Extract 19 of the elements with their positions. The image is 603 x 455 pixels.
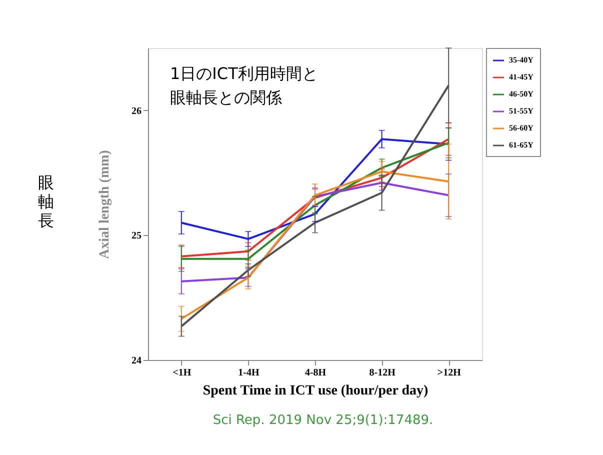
legend-label: 61-65Y [509, 140, 534, 150]
legend-label: 35-40Y [509, 56, 534, 64]
x-tick-label: 8-12H [369, 368, 396, 378]
x-tick-label: <1H [172, 368, 192, 378]
x-tick-label: 1-4H [238, 368, 260, 378]
x-tick-label: >12H [437, 368, 462, 378]
legend-label: 41-45Y [509, 72, 534, 82]
y-axis-title: Axial length (mm) [98, 150, 112, 259]
legend-label: 46-50Y [509, 90, 534, 98]
y-tick-label: 26 [132, 106, 142, 117]
y-tick-label: 25 [132, 230, 142, 242]
x-axis-title: Spent Time in ICT use (hour/per day) [202, 384, 429, 398]
text: Sci Rep. 2019 Nov 25;9(1):17489. [212, 413, 434, 428]
x-tick-label: 4-8H [304, 368, 326, 378]
text: 1日のICT利用時間と眼軸長との関係 [170, 64, 318, 107]
legend-label: 56-60Y [509, 124, 534, 132]
y-tick-label: 24 [132, 356, 142, 366]
text: 眼軸長 [38, 173, 54, 230]
legend-label: 51-55Y [509, 106, 534, 116]
